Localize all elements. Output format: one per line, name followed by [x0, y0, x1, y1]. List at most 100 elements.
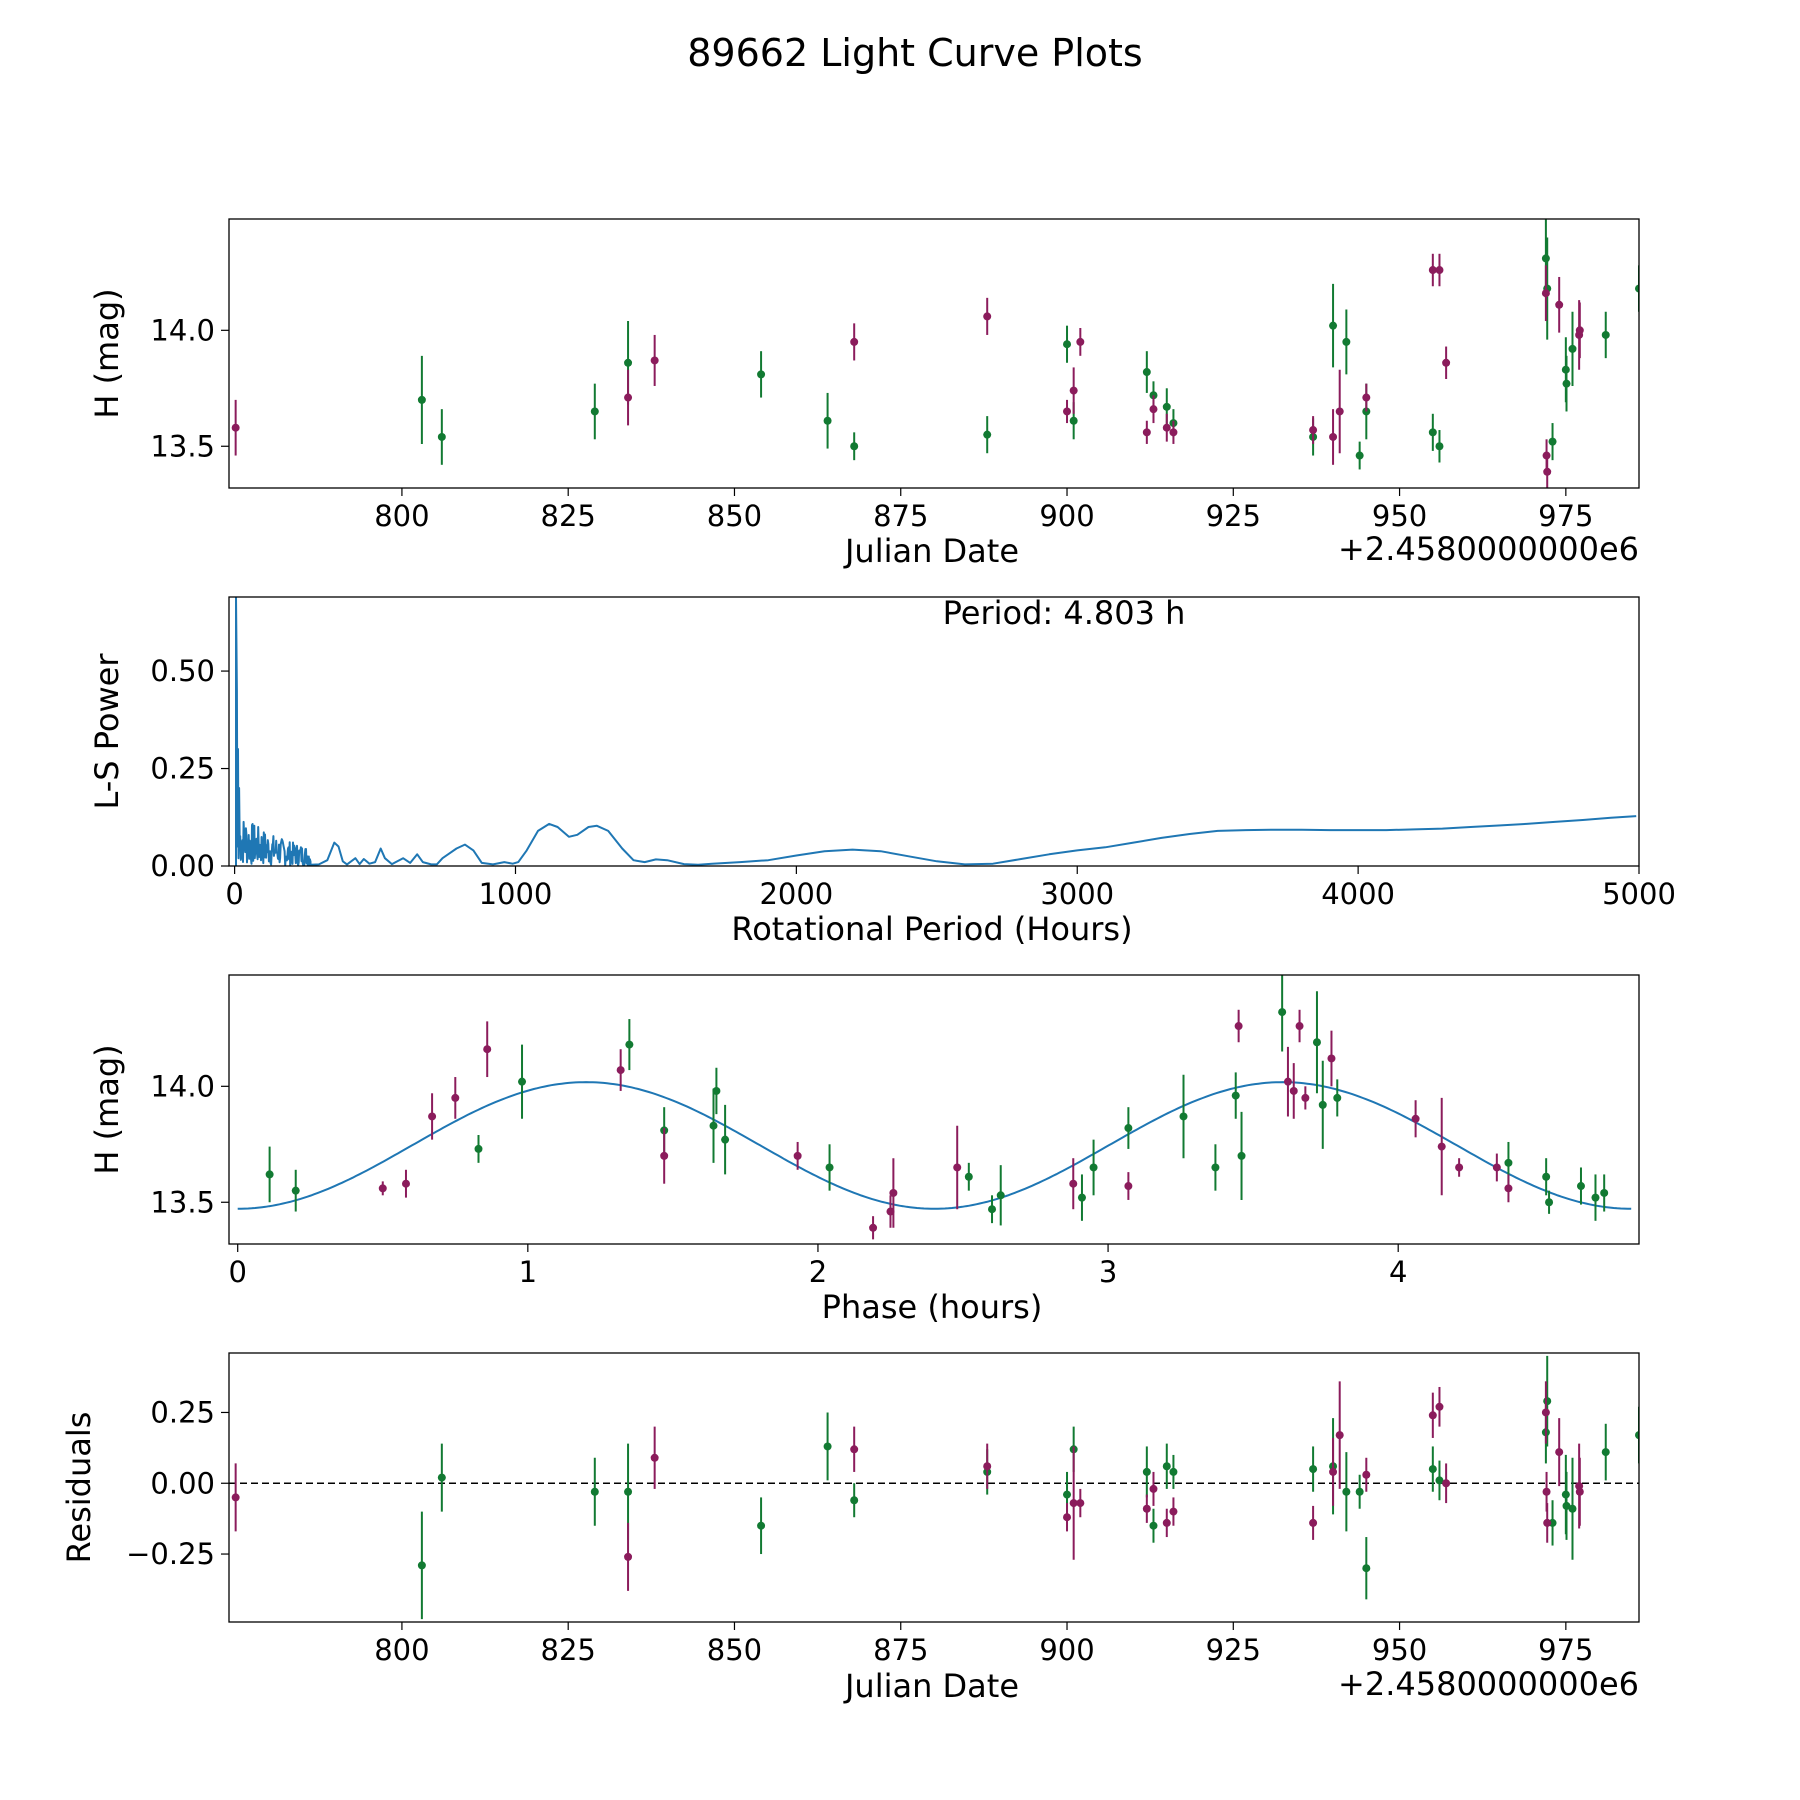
purple-data-point — [1234, 1022, 1243, 1031]
power-spectrum-line — [235, 597, 1637, 866]
x-axis-label: Phase (hours) — [822, 1288, 1043, 1326]
purple-data-point — [1327, 1054, 1336, 1063]
green-data-point — [417, 395, 426, 404]
green-data-point — [1342, 1487, 1351, 1496]
green-data-point — [1342, 337, 1351, 346]
y-tick-label: 0.50 — [150, 654, 215, 688]
x-tick-label: 950 — [1372, 1633, 1427, 1667]
green-data-point — [474, 1144, 483, 1153]
x-tick-label: 2 — [809, 1255, 827, 1289]
data-points — [265, 975, 1609, 1240]
purple-data-point — [401, 1179, 410, 1188]
purple-data-point — [889, 1188, 898, 1197]
purple-data-point — [1069, 1499, 1078, 1508]
green-data-point — [624, 1487, 633, 1496]
model-fit-curve — [237, 1081, 1632, 1210]
y-tick-label: 13.5 — [150, 1185, 215, 1219]
green-data-point — [1231, 1091, 1240, 1100]
purple-data-point — [1504, 1184, 1513, 1193]
x-tick-label: 875 — [873, 499, 928, 533]
purple-data-point — [1428, 1411, 1437, 1420]
purple-data-point — [1329, 432, 1338, 441]
green-data-point — [721, 1135, 730, 1144]
green-data-point — [1568, 1504, 1577, 1513]
purple-data-point — [793, 1151, 802, 1160]
x-tick-label: 5000 — [1602, 877, 1676, 911]
purple-data-point — [624, 393, 633, 402]
lightcurve-panel: 800 825 850 875 900 925 950 975 13.5 14.0 Julian D… — [88, 218, 1640, 570]
green-data-point — [1142, 368, 1151, 377]
purple-data-point — [1162, 1518, 1171, 1527]
purple-data-point — [1329, 1467, 1338, 1476]
purple-data-point — [1437, 1142, 1446, 1151]
purple-data-point — [660, 1151, 669, 1160]
figure-title: 89662 Light Curve Plots — [687, 31, 1142, 75]
green-data-point — [1162, 1462, 1171, 1471]
green-data-point — [1541, 254, 1550, 263]
purple-data-point — [1555, 1448, 1564, 1457]
x-tick-label: 2000 — [759, 877, 833, 911]
green-data-point — [825, 1163, 834, 1172]
purple-data-point — [1149, 405, 1158, 414]
y-axis-label: H (mag) — [88, 1044, 126, 1174]
x-tick-label: 925 — [1206, 1633, 1261, 1667]
purple-data-point — [850, 1445, 859, 1454]
green-data-point — [1576, 1182, 1585, 1191]
x-tick-label: 900 — [1039, 1633, 1094, 1667]
green-data-point — [1543, 1397, 1552, 1406]
purple-data-point — [1063, 407, 1072, 416]
purple-data-point — [1575, 326, 1584, 335]
x-tick-label: 925 — [1206, 499, 1261, 533]
purple-data-point — [1301, 1093, 1310, 1102]
green-data-point — [757, 370, 766, 379]
purple-data-point — [428, 1112, 437, 1121]
purple-data-point — [1542, 1487, 1551, 1496]
green-data-point — [1545, 1198, 1554, 1207]
periodogram-panel: Period: 4.803 h 0 1000 2000 3000 4000 5000 0.00… — [88, 594, 1676, 948]
green-data-point — [1309, 1465, 1318, 1474]
green-data-point — [417, 1561, 426, 1570]
green-data-point — [964, 1172, 973, 1181]
purple-data-point — [1142, 1504, 1151, 1513]
green-data-point — [988, 1205, 997, 1214]
green-data-point — [1318, 1100, 1327, 1109]
green-data-point — [1333, 1093, 1342, 1102]
phased-panel: 0 1 2 3 4 13.5 14.0 Phase (hours) H (mag) — [88, 974, 1640, 1326]
green-data-point — [1601, 330, 1610, 339]
green-data-point — [1355, 451, 1364, 460]
purple-data-point — [953, 1163, 962, 1172]
x-tick-label: 800 — [374, 499, 429, 533]
green-data-point — [1635, 284, 1639, 293]
purple-data-point — [1543, 1518, 1552, 1527]
green-data-point — [1179, 1112, 1188, 1121]
green-data-point — [1591, 1193, 1600, 1202]
x-tick-label: 0 — [228, 1255, 246, 1289]
purple-data-point — [983, 1462, 992, 1471]
purple-data-point — [1442, 1479, 1451, 1488]
axes-frame — [228, 596, 1640, 867]
green-data-point — [1355, 1487, 1364, 1496]
purple-data-point — [1435, 1402, 1444, 1411]
purple-data-point — [869, 1223, 878, 1232]
purple-data-point — [1541, 289, 1550, 298]
green-data-point — [1428, 1465, 1437, 1474]
green-data-point — [983, 430, 992, 439]
green-data-point — [1435, 1476, 1444, 1485]
purple-data-point — [1555, 300, 1564, 309]
green-data-point — [1312, 1038, 1321, 1047]
green-data-point — [1542, 1172, 1551, 1181]
purple-data-point — [1076, 1499, 1085, 1508]
green-data-point — [1149, 1521, 1158, 1530]
green-data-point — [850, 1496, 859, 1505]
purple-data-point — [1289, 1086, 1298, 1095]
green-data-point — [850, 442, 859, 451]
purple-data-point — [1335, 1431, 1344, 1440]
y-axis-label: L-S Power — [88, 653, 126, 810]
x-tick-label: 4000 — [1321, 877, 1395, 911]
purple-data-point — [1142, 428, 1151, 437]
x-tick-label: 4 — [1389, 1255, 1407, 1289]
green-data-point — [1278, 1008, 1287, 1017]
purple-data-point — [1411, 1114, 1420, 1123]
green-data-point — [1601, 1448, 1610, 1457]
